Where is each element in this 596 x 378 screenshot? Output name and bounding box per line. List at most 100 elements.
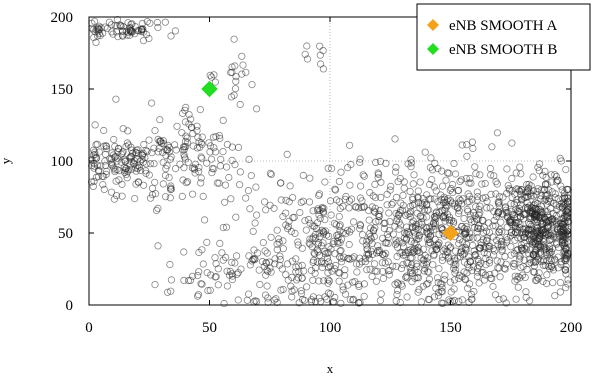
scatter-point xyxy=(89,182,97,190)
scatter-point xyxy=(288,293,296,301)
scatter-point xyxy=(194,292,202,300)
scatter-point xyxy=(439,214,447,222)
scatter-point xyxy=(462,227,470,235)
scatter-point xyxy=(349,296,357,304)
scatter-point xyxy=(521,244,529,252)
scatter-point xyxy=(198,280,206,288)
scatter-point xyxy=(410,200,418,208)
scatter-point xyxy=(559,237,567,245)
scatter-point xyxy=(337,168,345,176)
scatter-point xyxy=(127,143,135,151)
scatter-point xyxy=(554,264,562,272)
scatter-point xyxy=(182,179,190,187)
scatter-point xyxy=(143,17,151,26)
scatter-point xyxy=(378,250,387,258)
scatter-point xyxy=(198,133,206,141)
scatter-point xyxy=(138,25,146,33)
scatter-point xyxy=(516,209,524,217)
scatter-point xyxy=(294,238,302,246)
scatter-point xyxy=(228,258,236,266)
scatter-point xyxy=(452,261,460,269)
scatter-point xyxy=(392,163,400,171)
scatter-point xyxy=(501,252,509,261)
scatter-point xyxy=(113,165,121,174)
scatter-point xyxy=(385,209,393,217)
legend: eNB SMOOTH A eNB SMOOTH B xyxy=(416,3,591,71)
scatter-point xyxy=(463,152,471,160)
scatter-point xyxy=(150,160,158,168)
scatter-point xyxy=(508,174,516,183)
scatter-point xyxy=(441,206,449,214)
scatter-point xyxy=(318,205,326,213)
scatter-point xyxy=(519,215,528,223)
scatter-point xyxy=(142,169,150,177)
scatter-point xyxy=(562,207,570,215)
scatter-point xyxy=(263,249,271,257)
scatter-point xyxy=(391,240,400,249)
scatter-point xyxy=(495,228,503,236)
scatter-point xyxy=(122,170,130,178)
scatter-point xyxy=(363,266,371,274)
scatter-point xyxy=(471,212,479,220)
scatter-point xyxy=(546,231,555,239)
scatter-point xyxy=(197,153,205,161)
scatter-point xyxy=(103,24,111,33)
scatter-point xyxy=(120,155,129,163)
scatter-point xyxy=(363,250,371,259)
scatter-point xyxy=(161,18,169,26)
x-tick-label: 150 xyxy=(439,320,462,336)
scatter-point xyxy=(430,183,438,191)
scatter-point xyxy=(422,280,431,288)
scatter-point xyxy=(426,163,434,172)
scatter-point xyxy=(380,251,388,260)
scatter-point xyxy=(451,269,459,277)
scatter-point xyxy=(238,52,246,60)
scatter-point xyxy=(503,233,511,241)
scatter-point xyxy=(546,249,554,257)
scatter-point xyxy=(151,280,159,289)
scatter-point xyxy=(562,283,570,292)
scatter-point xyxy=(239,61,247,69)
scatter-point xyxy=(560,218,568,226)
scatter-point xyxy=(381,239,389,247)
scatter-point xyxy=(176,160,184,168)
scatter-point xyxy=(211,254,219,262)
scatter-point xyxy=(472,215,481,223)
scatter-point xyxy=(393,279,401,287)
scatter-point xyxy=(552,172,561,181)
scatter-point xyxy=(138,26,146,34)
scatter-point xyxy=(88,162,96,170)
scatter-point xyxy=(423,201,431,209)
scatter-point xyxy=(438,182,447,190)
scatter-point xyxy=(473,188,481,196)
scatter-point xyxy=(404,229,413,237)
scatter-point xyxy=(430,252,438,260)
scatter-point xyxy=(92,154,101,162)
scatter-point xyxy=(211,78,219,86)
scatter-point xyxy=(358,231,367,239)
scatter-point xyxy=(463,284,472,292)
scatter-point xyxy=(181,118,189,126)
scatter-point xyxy=(514,283,522,291)
scatter-point xyxy=(163,146,171,154)
scatter-point xyxy=(117,22,125,30)
scatter-point xyxy=(162,193,170,201)
scatter-point xyxy=(335,277,343,285)
scatter-point xyxy=(110,135,118,144)
scatter-point xyxy=(98,172,106,180)
scatter-point xyxy=(181,155,189,163)
scatter-point xyxy=(531,248,539,256)
scatter-point xyxy=(529,173,537,181)
scatter-point xyxy=(491,291,500,299)
scatter-point xyxy=(400,234,408,242)
scatter-point xyxy=(522,246,530,254)
scatter-point xyxy=(468,241,477,249)
scatter-point xyxy=(172,146,180,154)
scatter-point xyxy=(488,143,496,151)
scatter-point xyxy=(372,158,380,166)
scatter-point xyxy=(485,256,493,264)
scatter-point xyxy=(203,269,211,277)
scatter-point xyxy=(315,190,324,198)
scatter-point xyxy=(409,194,417,202)
scatter-point xyxy=(207,155,216,163)
